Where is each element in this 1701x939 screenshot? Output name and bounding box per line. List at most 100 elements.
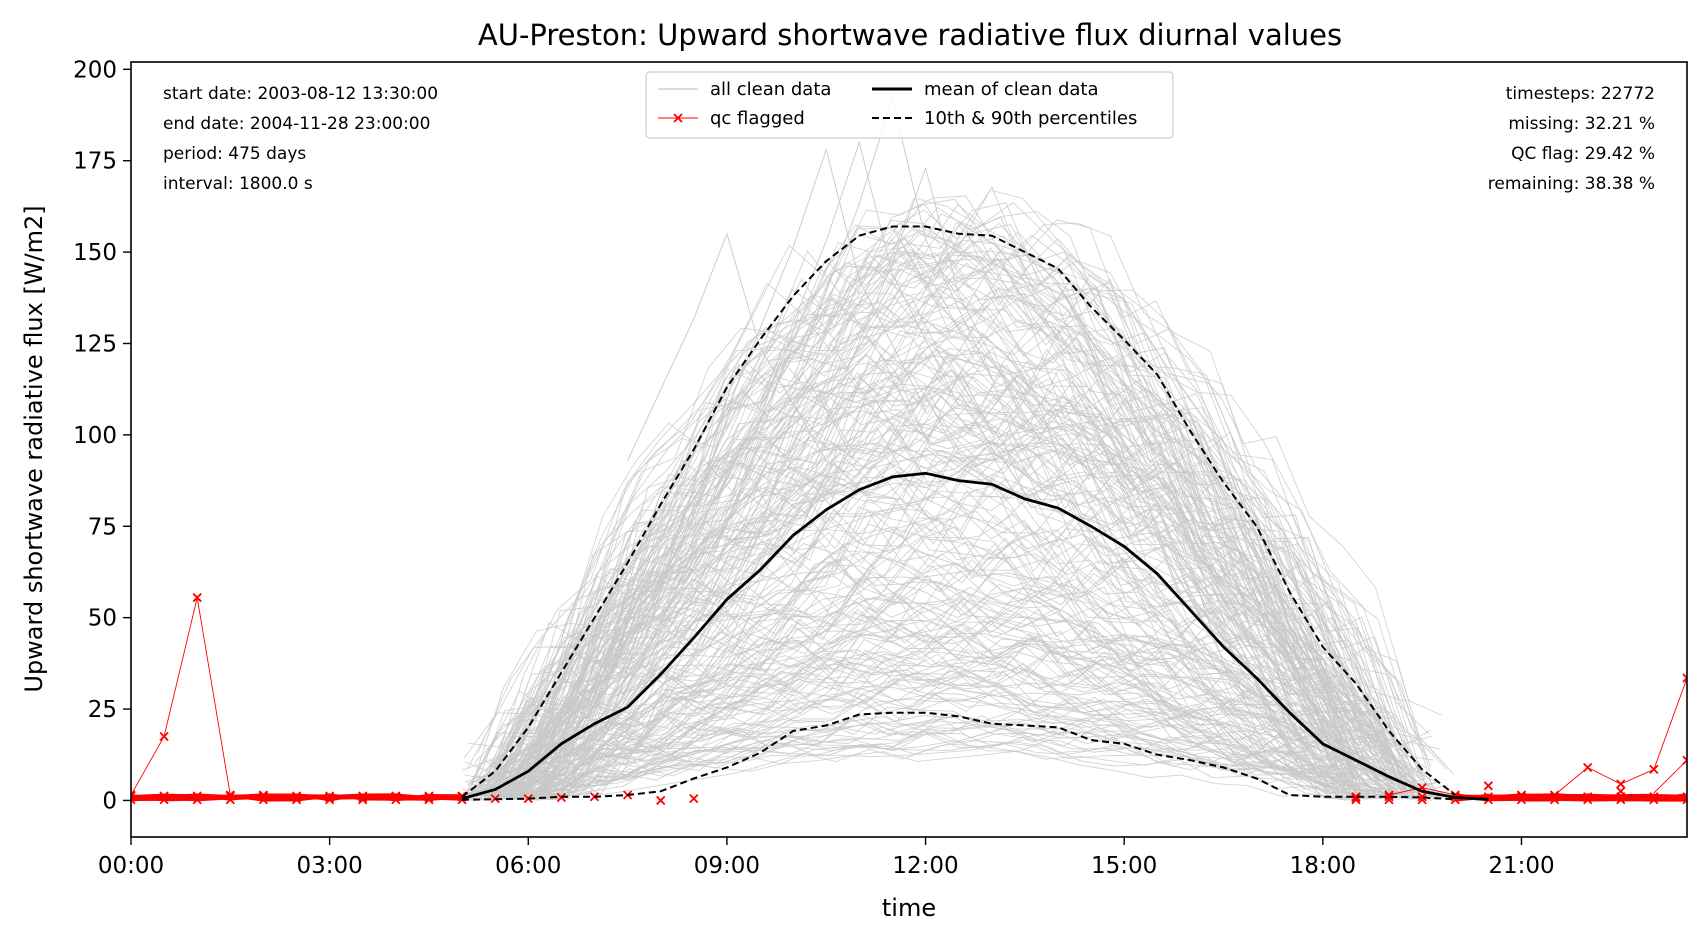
y-axis-title: Upward shortwave radiative flux [W/m2] [20,205,48,692]
qc-marker [1483,781,1493,791]
qc-marker [656,795,666,806]
legend-box [645,71,1174,139]
clean-data-line [487,628,1415,800]
clean-data-line [480,655,1409,797]
clean-data-line [493,515,1388,799]
y-tick-label: 150 [73,240,117,266]
clean-data-line [540,576,1369,794]
clean-data-line [464,293,1425,794]
clean-data-line [506,743,1401,801]
qc-marker [1682,792,1687,802]
clean-data-line [465,498,1360,797]
qc-marker [291,792,302,803]
clean-data-line [540,653,1336,795]
y-tick-label: 75 [88,514,117,540]
qc-marker [291,795,302,805]
info-left-line: interval: 1800.0 s [163,174,313,194]
x-tick-label: 09:00 [694,853,760,879]
clean-data-line [494,433,1422,786]
clean-data-line [526,273,1422,799]
qc-marker [391,795,401,805]
clean-data-line [487,260,1382,796]
qc-marker [1649,764,1659,775]
plot-frame [130,61,1688,838]
clean-data-line [487,447,1349,798]
clean-data-line [505,452,1367,775]
clean-data-line [514,248,1409,800]
qc-marker [1616,795,1626,805]
clean-data-line [489,306,1385,789]
clean-data-line [493,292,1388,791]
qc-marker [1549,795,1560,805]
percentile-10-line [462,711,1456,801]
clean-data-line [490,305,1418,790]
x-axis: 00:00 03:00 06:00 09:00 12:00 15:00 18:00 21:00 [98,837,1555,879]
qc-marker [1516,795,1527,805]
clean-data-line [526,219,1422,779]
clean-data-line [485,332,1381,800]
clean-data-line [507,663,1336,800]
clean-data-line [496,732,1425,799]
clean-data-line [469,566,1397,799]
qc-marker [1384,792,1394,802]
y-tick-label: 200 [73,57,117,83]
qc-marker [258,791,269,801]
clean-data-line [536,465,1365,767]
clean-data-line [504,375,1400,796]
x-tick-label: 00:00 [98,853,164,879]
qc-marker [325,791,335,801]
info-right-line: timesteps: 22772 [1506,84,1655,104]
clean-data-line [464,298,1360,797]
clean-data-line [518,716,1414,798]
qc-marker [1351,792,1361,802]
qc-marker [325,795,335,805]
y-tick-label: 175 [73,149,117,175]
info-right-line: QC flag: 29.42 % [1511,144,1655,164]
clean-data-line [489,563,1351,801]
plot-area [131,96,1687,806]
x-tick-label: 15:00 [1091,853,1157,879]
clean-data-line [526,221,1355,801]
legend-label: qc flagged [710,108,805,129]
y-tick-label: 125 [73,331,117,357]
qc-marker [1682,755,1687,765]
x-tick-label: 12:00 [892,853,958,879]
qc-night-line [1455,793,1687,802]
x-axis-title: time [882,894,936,922]
qc-marker [1583,762,1593,773]
qc-marker [358,791,368,801]
clean-data-line [513,428,1408,794]
qc-marker [159,795,169,805]
qc-marker [1682,673,1687,683]
info-left: start date: 2003-08-12 13:30:00 end date:… [163,84,438,194]
clean-data-line [482,746,1344,800]
info-left-line: end date: 2004-11-28 23:00:00 [163,114,430,134]
clean-data-line [479,488,1408,799]
qc-flagged-lines [131,592,1687,806]
clean-data-line [726,148,927,411]
clean-data-line [486,750,1347,801]
x-tick-label: 03:00 [296,853,362,879]
qc-marker [1417,792,1427,802]
clean-data-line [533,257,1362,767]
qc-marker [424,795,434,805]
y-tick-label: 25 [88,697,117,723]
clean-data-line [462,733,1357,796]
clean-data-line [510,310,1372,794]
info-right: timesteps: 22772 missing: 32.21 % QC flag:… [1488,84,1655,194]
clean-data-lines [462,96,1455,801]
y-tick-label: 50 [88,606,117,632]
clean-data-line [535,253,1431,799]
legend-entry: mean of clean data [872,79,1099,100]
clean-data-line [476,202,1404,778]
clean-data-line [525,351,1421,796]
qc-marker [1616,786,1626,796]
info-right-line: remaining: 38.38 % [1488,174,1655,194]
clean-data-line [500,674,1362,800]
qc-marker [1682,795,1687,805]
clean-data-line [483,352,1378,799]
clean-data-line [493,189,1422,796]
clean-data-line [627,232,827,461]
clean-data-line [463,474,1358,795]
